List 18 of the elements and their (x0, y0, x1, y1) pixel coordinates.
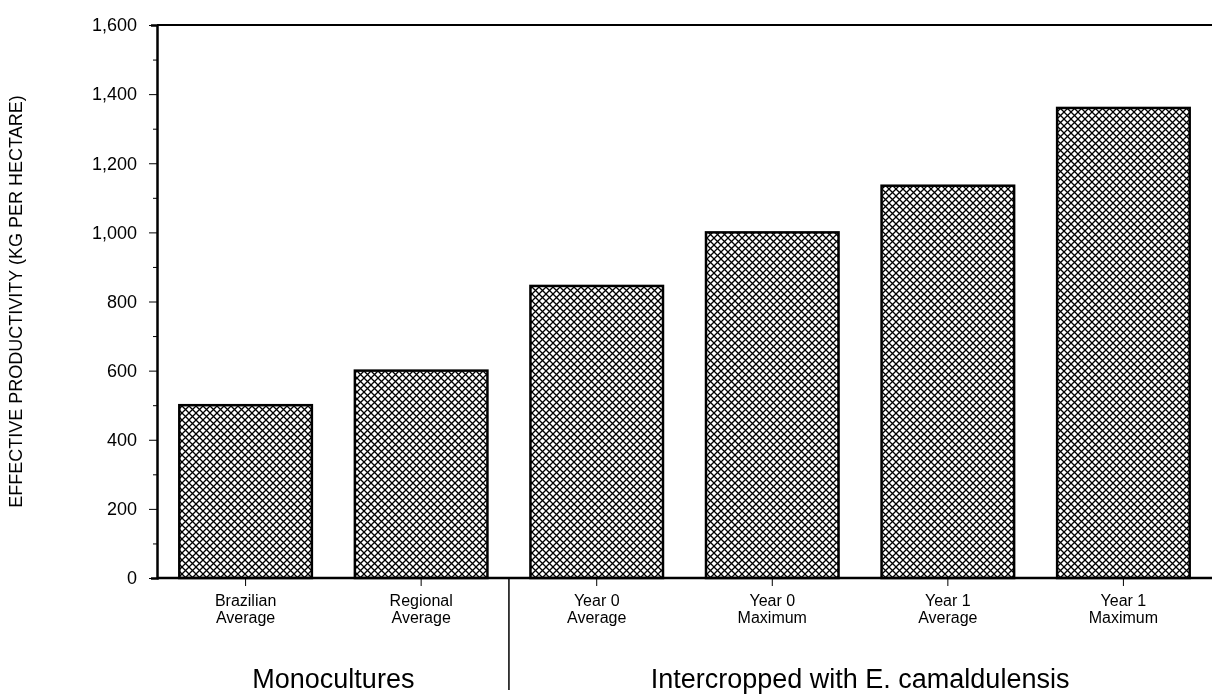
x-tick-label: Year 1 Average (918, 592, 978, 626)
x-tick-label: Year 0 Average (567, 592, 627, 626)
x-tick-label: Brazilian Average (214, 592, 277, 626)
y-tick-label: 1,200 (91, 153, 137, 174)
y-tick-label: 0 (126, 568, 137, 589)
y-tick-label: 400 (106, 430, 137, 451)
x-tick-label: Year 1 Maximum (1088, 592, 1159, 626)
y-tick-label: 1,600 (91, 15, 137, 36)
y-tick-label: 1,000 (91, 222, 137, 243)
text: Intercropped with E. camaldulensis (650, 664, 1070, 694)
y-tick-label: 800 (106, 291, 137, 312)
text: Monocultures (252, 664, 415, 694)
y-tick-label: 600 (106, 360, 137, 381)
y-tick-label: 200 (106, 499, 137, 520)
x-tick-label: Year 0 Maximum (737, 592, 807, 626)
x-tick-label: Regional Average (389, 592, 453, 626)
y-tick-label: 1,400 (91, 84, 137, 105)
y-axis-title: EFFECTIVE PRODUCTIVITY (KG PER HECTARE) (6, 95, 26, 508)
